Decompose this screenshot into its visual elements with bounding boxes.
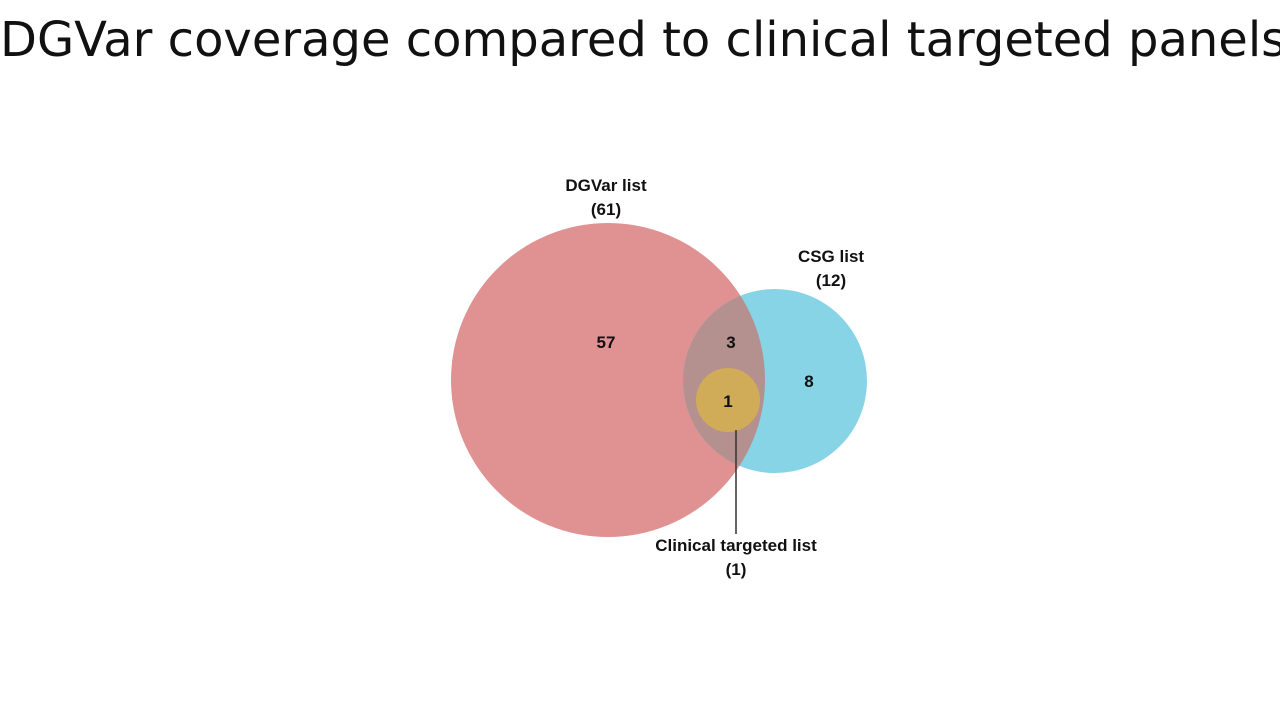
dgvar-set-label: DGVar list (565, 176, 647, 195)
clinical-circle (696, 368, 760, 432)
clinical-set-label: Clinical targeted list (655, 536, 817, 555)
slide-title: DGVar coverage compared to clinical targ… (0, 12, 1280, 68)
csg-set-label: CSG list (798, 247, 864, 266)
region-csg-only-count: 8 (804, 372, 813, 391)
region-clinical-count: 1 (723, 392, 732, 411)
dgvar-set-total: (61) (591, 200, 621, 219)
clinical-set-total: (1) (726, 560, 747, 579)
csg-set-total: (12) (816, 271, 846, 290)
region-dgvar-only-count: 57 (597, 333, 616, 352)
region-dgvar-csg-count: 3 (726, 333, 735, 352)
dgvar-circle (451, 223, 765, 537)
